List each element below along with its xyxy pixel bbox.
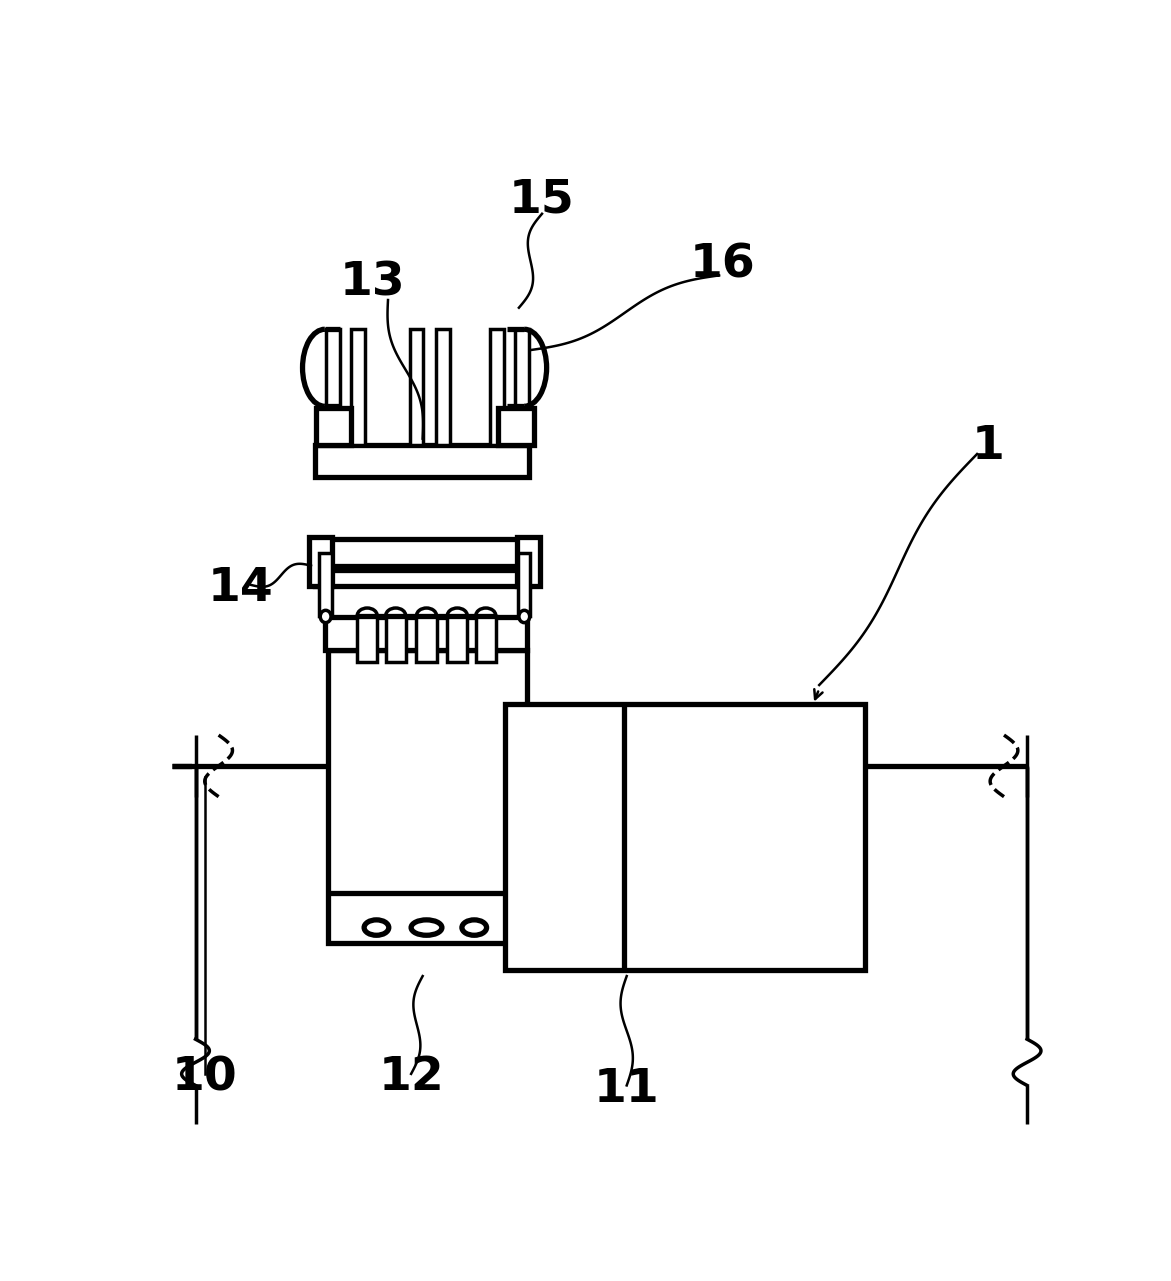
Bar (491, 329, 505, 445)
Text: 12: 12 (378, 1056, 444, 1100)
Text: 10: 10 (172, 1056, 238, 1100)
Bar (327, 329, 341, 445)
Bar (320, 553, 331, 616)
Bar (315, 539, 529, 566)
Ellipse shape (519, 610, 529, 623)
Bar (417, 616, 437, 662)
Bar (436, 329, 450, 445)
Bar (328, 651, 527, 943)
Text: 16: 16 (690, 243, 755, 288)
Bar (315, 445, 529, 477)
Text: 14: 14 (207, 566, 273, 611)
Bar (475, 616, 495, 662)
Bar (498, 407, 534, 445)
Bar (410, 329, 424, 445)
Text: 15: 15 (509, 178, 575, 223)
Bar (315, 570, 529, 587)
Bar (316, 407, 351, 445)
Bar (447, 616, 467, 662)
Bar (518, 553, 530, 616)
Ellipse shape (461, 920, 487, 935)
Bar (309, 537, 331, 587)
Text: 13: 13 (340, 260, 405, 306)
Ellipse shape (320, 610, 331, 623)
Ellipse shape (364, 920, 389, 935)
Bar (515, 329, 529, 445)
Text: 11: 11 (594, 1067, 659, 1112)
Bar (324, 617, 527, 651)
Bar (505, 705, 865, 970)
Text: 1: 1 (972, 424, 1005, 469)
Bar (357, 616, 377, 662)
Ellipse shape (411, 920, 441, 935)
Bar (385, 616, 405, 662)
Bar (351, 329, 365, 445)
Bar (518, 537, 541, 587)
